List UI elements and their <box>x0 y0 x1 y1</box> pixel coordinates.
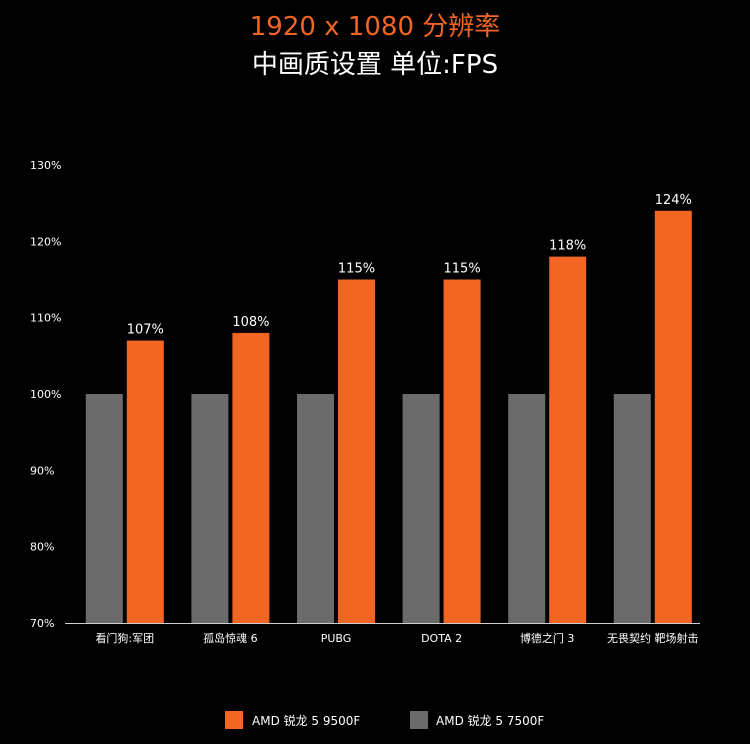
data-label: 118% <box>549 239 586 254</box>
bar-9500f <box>443 279 481 623</box>
legend-label: AMD 锐龙 5 7500F <box>436 714 544 728</box>
bar-9500f <box>549 256 587 623</box>
bar-9500f <box>232 332 270 623</box>
legend-swatch <box>225 711 243 729</box>
data-label: 115% <box>338 262 375 277</box>
y-tick-label: 80% <box>30 541 54 554</box>
y-tick-label: 70% <box>30 617 54 630</box>
bar-7500f <box>297 394 334 623</box>
x-category-label: PUBG <box>321 632 352 645</box>
x-category-label: 看门狗:军团 <box>95 631 154 645</box>
data-label: 108% <box>232 315 269 330</box>
y-tick-label: 90% <box>30 464 54 477</box>
chart-title: 1920 x 1080 分辨率 <box>249 12 501 42</box>
chart-subtitle: 中画质设置 单位:FPS <box>251 50 499 80</box>
bar-7500f <box>613 394 651 623</box>
bar-7500f <box>402 394 440 623</box>
data-label: 124% <box>655 193 692 208</box>
bar-9500f <box>126 340 164 623</box>
bar-7500f <box>191 394 229 623</box>
bar-9500f <box>654 210 692 624</box>
bar-7500f <box>85 394 123 623</box>
y-tick-label: 110% <box>30 312 61 325</box>
y-tick-label: 120% <box>30 235 61 248</box>
x-category-label: 无畏契约 靶场射击 <box>607 631 699 645</box>
x-category-label: DOTA 2 <box>421 632 462 645</box>
x-category-label: 博德之门 3 <box>520 631 575 645</box>
legend-swatch <box>410 711 428 729</box>
data-label: 115% <box>444 262 481 277</box>
bar-9500f <box>338 279 375 623</box>
legend-label: AMD 锐龙 5 9500F <box>252 714 360 728</box>
y-tick-label: 130% <box>30 159 61 172</box>
x-category-label: 孤岛惊魂 6 <box>203 631 258 645</box>
bar-7500f <box>508 394 546 623</box>
y-tick-label: 100% <box>30 388 61 401</box>
data-label: 107% <box>127 323 164 338</box>
